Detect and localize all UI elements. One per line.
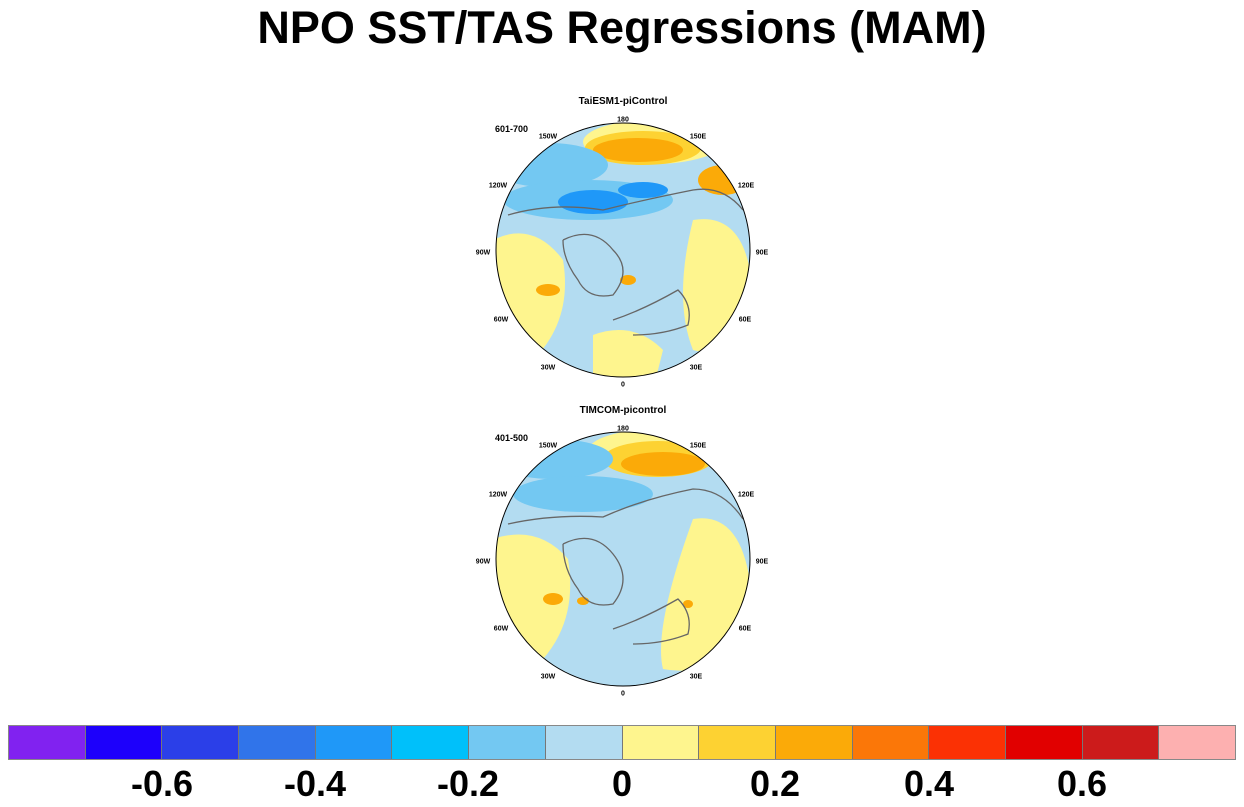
panel-2-lon-label: 180: [617, 425, 629, 433]
colorbar-swatch-8: [622, 726, 700, 759]
coastline: [562, 233, 624, 297]
colorbar-swatch-3: [239, 726, 316, 759]
colorbar-swatch-6: [469, 726, 546, 759]
panel-2-title: TIMCOM-picontrol: [579, 405, 667, 416]
panel-1-lon-label: 180: [617, 116, 629, 124]
cold-anomaly-region: [513, 476, 653, 512]
panel-1-lon-label: 60W: [493, 316, 509, 324]
coastline: [612, 598, 690, 645]
panel-1-lon-label: 30W: [540, 364, 556, 372]
colorbar-swatch-13: [1005, 726, 1083, 759]
panel-2-lon-label: 90W: [475, 558, 491, 566]
colorbar-tick-label: 0.6: [1056, 763, 1108, 804]
cold-anomaly-region: [618, 182, 668, 198]
colorbar-swatch-4: [315, 726, 393, 759]
warm-anomaly-region: [621, 452, 705, 476]
coastline: [507, 488, 744, 525]
panel-1-lon-label: 90W: [475, 249, 491, 257]
warm-anomaly-region: [683, 600, 693, 608]
map-boundary: [495, 122, 751, 378]
coastline: [507, 188, 744, 216]
colorbar-tick-label: 0.4: [903, 763, 955, 804]
warm-anomaly-region: [496, 233, 565, 377]
panel-1-lon-label: 30E: [689, 364, 703, 372]
figure-title: NPO SST/TAS Regressions (MAM): [257, 2, 987, 53]
panel-1-lon-label: 60E: [738, 316, 752, 324]
warm-anomaly-region: [620, 275, 636, 285]
warm-anomaly-region: [536, 284, 560, 296]
panel-1-lon-label: 90E: [755, 249, 769, 257]
colorbar-tick-label: 0.2: [749, 763, 801, 804]
panel-1-lon-label: 0: [621, 381, 625, 389]
panel-1-lon-label: 150E: [689, 133, 707, 141]
coastline: [562, 537, 624, 606]
panel-2-lon-label: 90E: [755, 558, 769, 566]
panel-2-lon-label: 30W: [540, 673, 556, 681]
panel-2-lon-label: 120W: [488, 491, 508, 499]
panel-1-lon-label: 150W: [538, 133, 558, 141]
colorbar-tick-label: -0.2: [436, 763, 500, 804]
colorbar-swatch-7: [545, 726, 623, 759]
colorbar-swatch-2: [162, 726, 240, 759]
panel-2-period: 401-500: [495, 433, 529, 443]
cold-anomaly-region: [558, 190, 628, 214]
warm-anomaly-region: [543, 593, 563, 605]
colorbar-tick-label: 0: [611, 763, 633, 804]
warm-anomaly-region: [593, 138, 683, 162]
colorbar-swatch-14: [1082, 726, 1160, 759]
colorbar-swatch-12: [929, 726, 1006, 759]
colorbar-swatch-9: [699, 726, 776, 759]
colorbar-tick-label: -0.4: [283, 763, 347, 804]
panel-2-polar-map: [495, 431, 751, 687]
panel-2-lon-label: 60E: [738, 625, 752, 633]
colorbar-swatch-5: [392, 726, 470, 759]
coastline: [612, 289, 690, 336]
panel-2-lon-label: 30E: [689, 673, 703, 681]
panel-1-period: 601-700: [495, 124, 529, 134]
panel-2-lon-label: 60W: [493, 625, 509, 633]
panel-2-lon-label: 150W: [538, 442, 558, 450]
panel-1-polar-map: [495, 122, 751, 378]
colorbar-tick-label: -0.6: [130, 763, 194, 804]
panel-1-lon-label: 120W: [488, 182, 508, 190]
panel-2-lon-label: 0: [621, 690, 625, 698]
colorbar-swatch-11: [852, 726, 930, 759]
map-boundary: [495, 431, 751, 687]
panel-1-lon-label: 120E: [737, 182, 755, 190]
colorbar-swatch-15: [1159, 726, 1235, 759]
colorbar-swatch-1: [85, 726, 163, 759]
panel-2-lon-label: 120E: [737, 491, 755, 499]
warm-anomaly-region: [698, 165, 748, 195]
panel-2-lon-label: 150E: [689, 442, 707, 450]
colorbar-swatch-0: [9, 726, 86, 759]
panel-1-title: TaiESM1-piControl: [578, 96, 668, 107]
colorbar: [8, 725, 1236, 760]
colorbar-swatch-10: [775, 726, 853, 759]
